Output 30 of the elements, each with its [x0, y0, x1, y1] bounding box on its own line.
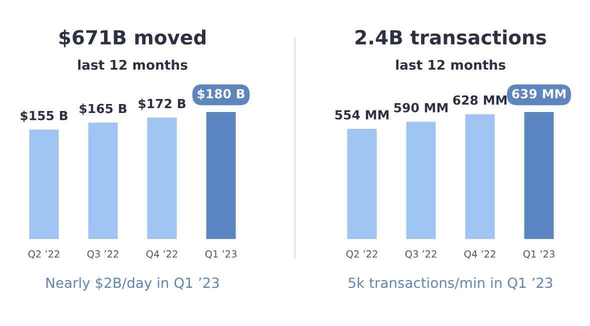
- x-tick-label: Q2 ’22: [346, 250, 378, 259]
- x-tick-label: Q3 ’22: [87, 250, 118, 259]
- data-label: $155 B: [20, 110, 68, 122]
- bar: [147, 118, 177, 239]
- data-label: 628 MM: [453, 95, 507, 105]
- bar: [406, 122, 436, 239]
- bar: [206, 112, 236, 239]
- x-tick-label: Q1 ’23: [205, 250, 236, 259]
- x-tick-label: Q2 ’22: [28, 250, 60, 259]
- x-tick-label: Q4 ’22: [464, 250, 496, 259]
- bar: [29, 130, 59, 239]
- x-tick-label: Q4 ’22: [146, 250, 178, 259]
- data-label: $165 B: [80, 104, 126, 115]
- x-tick-label: Q1 ’23: [523, 250, 554, 259]
- data-label: $180 B: [198, 88, 244, 100]
- chart-title: 2.4B transactions: [356, 30, 546, 45]
- bar: [347, 128, 377, 239]
- text: 5k transactions/min in Q1 ’23: [348, 277, 552, 290]
- text: Nearly $2B/day in Q1 ’23: [46, 277, 219, 291]
- data-label: $172 B: [138, 98, 186, 110]
- chart-subtitle: last 12 months: [396, 60, 506, 70]
- bar: [524, 112, 554, 239]
- bar: [88, 122, 118, 239]
- chart-title: $671B moved: [59, 30, 206, 48]
- bar: [465, 114, 495, 239]
- chart-subtitle: last 12 months: [78, 60, 188, 70]
- data-label: 639 MM: [512, 89, 566, 98]
- data-label: 554 MM: [335, 110, 389, 120]
- x-tick-label: Q3 ’22: [405, 250, 436, 259]
- data-label: 590 MM: [394, 102, 448, 112]
